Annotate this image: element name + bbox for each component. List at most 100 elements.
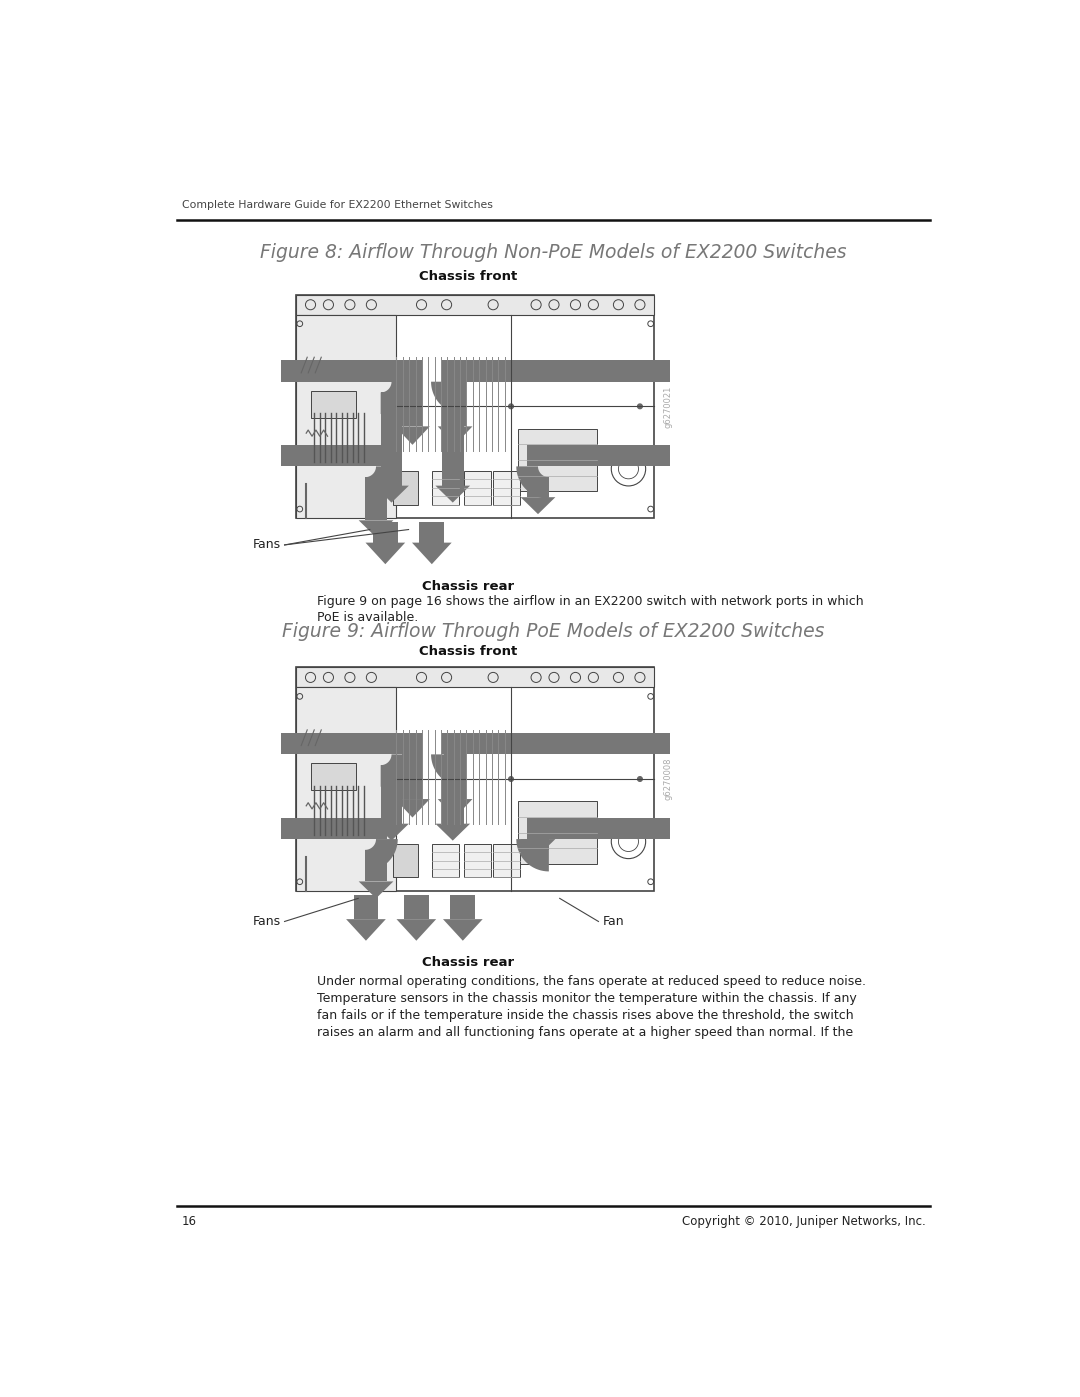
Bar [494,471,519,504]
Polygon shape [359,520,393,538]
Bar [404,894,429,919]
Bar [311,391,356,418]
Bar [281,817,354,840]
Text: Fans: Fans [253,538,281,552]
Polygon shape [346,919,386,940]
Polygon shape [435,824,470,841]
Polygon shape [435,486,470,503]
Bar [527,444,670,467]
Bar [464,471,491,504]
Bar [527,840,549,849]
Polygon shape [521,840,555,856]
Bar [432,844,459,877]
Polygon shape [431,381,463,414]
Bar [402,733,423,799]
Circle shape [637,404,643,409]
Bar [281,360,369,381]
Polygon shape [380,381,414,414]
Polygon shape [516,840,549,872]
Bar [442,393,463,486]
Bar [442,733,474,754]
Bar [432,471,459,504]
Bar [365,849,387,882]
Text: Complete Hardware Guide for EX2200 Ethernet Switches: Complete Hardware Guide for EX2200 Ether… [181,200,492,210]
Text: 16: 16 [181,1215,197,1228]
Text: Chassis front: Chassis front [419,645,517,658]
Bar [311,763,356,791]
Text: Fans: Fans [253,915,281,928]
Text: Figure 9 on page 16 shows the airflow in an EX2200 switch with network ports in : Figure 9 on page 16 shows the airflow in… [318,595,864,608]
Polygon shape [395,799,430,817]
Bar [442,766,463,824]
Circle shape [509,404,513,409]
Polygon shape [443,919,483,940]
Polygon shape [359,882,393,898]
Polygon shape [365,467,397,499]
Text: Under normal operating conditions, the fans operate at reduced speed to reduce n: Under normal operating conditions, the f… [318,975,866,988]
Bar [559,444,670,467]
Polygon shape [437,799,472,817]
Circle shape [509,777,513,781]
Text: Chassis rear: Chassis rear [422,580,514,592]
Text: raises an alarm and all functioning fans operate at a higher speed than normal. : raises an alarm and all functioning fans… [318,1027,853,1039]
Bar [281,817,387,840]
Polygon shape [431,754,463,787]
Text: Figure 8: Airflow Through Non-PoE Models of EX2200 Switches: Figure 8: Airflow Through Non-PoE Models… [260,243,847,261]
Bar [296,687,396,891]
Bar [402,360,423,426]
Bar [527,478,549,497]
Polygon shape [395,426,430,444]
Polygon shape [521,497,555,514]
Bar [444,360,465,426]
Circle shape [637,777,643,781]
Circle shape [408,777,414,781]
Bar [393,844,418,877]
Bar [296,314,396,518]
Bar [380,393,403,486]
Bar [518,802,597,863]
Bar [373,522,397,542]
Polygon shape [380,754,414,787]
Polygon shape [374,486,409,503]
Polygon shape [411,542,451,564]
Bar [365,478,387,520]
Bar [442,360,474,381]
Bar [369,360,403,381]
Bar [281,444,387,467]
Polygon shape [396,919,436,940]
Bar [281,444,354,467]
Bar [559,817,670,840]
Bar [444,733,465,799]
Text: Chassis rear: Chassis rear [422,956,514,970]
Bar [296,668,654,687]
Text: Chassis front: Chassis front [419,270,517,284]
Text: Temperature sensors in the chassis monitor the temperature within the chassis. I: Temperature sensors in the chassis monit… [318,992,856,1006]
Bar [494,844,519,877]
Bar [296,295,654,518]
Bar [281,733,369,754]
Text: PoE is available.: PoE is available. [318,610,418,624]
Bar [474,733,670,754]
Bar [450,894,475,919]
Bar [353,894,378,919]
Polygon shape [516,467,549,499]
Bar [474,360,670,381]
Circle shape [408,404,414,409]
Bar [464,844,491,877]
Text: g6270008: g6270008 [663,757,673,800]
Bar [419,522,444,542]
Text: Figure 9: Airflow Through PoE Models of EX2200 Switches: Figure 9: Airflow Through PoE Models of … [282,622,825,641]
Polygon shape [437,426,472,444]
Bar [527,817,670,840]
Bar [296,668,654,891]
Bar [369,733,403,754]
Polygon shape [365,840,397,872]
Bar [518,429,597,492]
Text: Fan: Fan [603,915,624,928]
Bar [296,295,654,314]
Text: fan fails or if the temperature inside the chassis rises above the threshold, th: fan fails or if the temperature inside t… [318,1009,854,1023]
Polygon shape [365,542,405,564]
Bar [380,766,403,824]
Bar [393,471,418,504]
Polygon shape [374,824,409,841]
